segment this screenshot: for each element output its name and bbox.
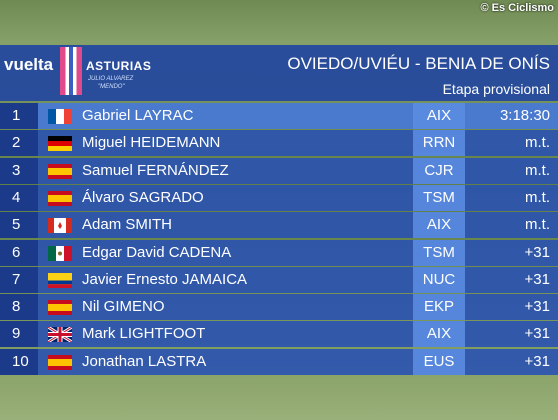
result-row: 3 Samuel FERNÁNDEZ CJR m.t. xyxy=(0,157,558,184)
subtitle: Etapa provisional xyxy=(442,81,550,97)
flag xyxy=(48,136,72,155)
time-gap: +31 xyxy=(524,352,550,370)
result-row: 2 Miguel HEIDEMANN RRN m.t. xyxy=(0,130,558,157)
position: 2 xyxy=(0,130,38,157)
position: 10 xyxy=(0,348,38,375)
header: vuelta ASTURIAS JULIO ALVAREZ "MENDO" OV… xyxy=(0,45,558,101)
team-code: NUC xyxy=(413,266,465,293)
flag xyxy=(48,190,72,210)
rider-name: Álvaro SAGRADO xyxy=(82,188,204,206)
time-gap: m.t. xyxy=(525,216,550,234)
title: OVIEDO/UVIÉU - BENIA DE ONÍS xyxy=(287,54,550,73)
rider-name: Samuel FERNÁNDEZ xyxy=(82,161,229,179)
flag-icon xyxy=(48,109,72,124)
flag xyxy=(48,272,72,292)
position: 8 xyxy=(0,294,38,321)
team-code: AIX xyxy=(413,103,465,129)
result-row: 4 Álvaro SAGRADO TSM m.t. xyxy=(0,184,558,211)
time-gap: m.t. xyxy=(525,134,550,152)
time-gap: m.t. xyxy=(525,188,550,206)
team-code: TSM xyxy=(413,239,465,266)
flag-icon xyxy=(48,354,72,370)
flag-icon xyxy=(48,218,72,234)
time-gap: m.t. xyxy=(525,161,550,179)
flag xyxy=(48,163,72,183)
result-row: 7 Javier Ernesto JAMAICA NUC +31 xyxy=(0,266,558,293)
time-gap: +31 xyxy=(524,270,550,288)
team-code: CJR xyxy=(413,157,465,184)
logo-mark xyxy=(60,47,82,95)
rider-name: Jonathan LASTRA xyxy=(82,352,207,370)
flag-icon xyxy=(48,163,72,179)
rider-name: Edgar David CADENA xyxy=(82,243,232,261)
position: 3 xyxy=(0,157,38,184)
team-code: TSM xyxy=(413,184,465,211)
team-code: EUS xyxy=(413,348,465,375)
position: 4 xyxy=(0,184,38,211)
flag xyxy=(48,300,72,319)
flag-icon xyxy=(48,300,72,316)
team-code: EKP xyxy=(413,294,465,321)
watermark: © Es Ciclismo xyxy=(480,2,554,14)
rider-name: Miguel HEIDEMANN xyxy=(82,134,221,152)
position: 5 xyxy=(0,212,38,239)
position: 6 xyxy=(0,239,38,266)
result-row: 1 Gabriel LAYRAC AIX 3:18:30 xyxy=(0,103,558,129)
flag xyxy=(48,218,72,237)
position: 9 xyxy=(0,321,38,348)
result-row: 9 Mark LIGHTFOOT AIX +31 xyxy=(0,321,558,348)
flag-icon xyxy=(47,326,73,344)
flag-icon xyxy=(48,190,72,206)
rider-name: Mark LIGHTFOOT xyxy=(82,325,206,343)
flag xyxy=(48,109,72,128)
flag-icon xyxy=(48,245,72,261)
rider-name: Javier Ernesto JAMAICA xyxy=(82,270,248,288)
team-code: RRN xyxy=(413,130,465,157)
team-code: AIX xyxy=(413,321,465,348)
flag-icon xyxy=(48,136,72,152)
position: 7 xyxy=(0,266,38,293)
rider-name: Gabriel LAYRAC xyxy=(82,107,194,124)
result-row: 10 Jonathan LASTRA EUS +31 xyxy=(0,348,558,375)
time-gap: +31 xyxy=(524,298,550,316)
sponsor-sub: "MENDO" xyxy=(98,84,125,90)
result-row: 5 Adam SMITH AIX m.t. xyxy=(0,212,558,239)
rider-name: Nil GIMENO xyxy=(82,298,165,316)
team-code: AIX xyxy=(413,212,465,239)
rider-name: Adam SMITH xyxy=(82,216,173,234)
flag-icon xyxy=(48,272,72,288)
logo: vuelta xyxy=(4,55,54,74)
result-row: 6 Edgar David CADENA TSM +31 xyxy=(0,239,558,266)
flag xyxy=(48,245,72,265)
sponsor: JULIO ALVAREZ xyxy=(88,76,134,82)
time-gap: 3:18:30 xyxy=(499,107,550,124)
time-gap: +31 xyxy=(524,243,550,261)
flag xyxy=(48,354,72,374)
time-gap: +31 xyxy=(524,325,550,343)
result-row: 8 Nil GIMENO EKP +31 xyxy=(0,294,558,321)
logo-sub: ASTURIAS xyxy=(86,59,152,73)
flag xyxy=(47,326,73,346)
position: 1 xyxy=(0,103,38,129)
